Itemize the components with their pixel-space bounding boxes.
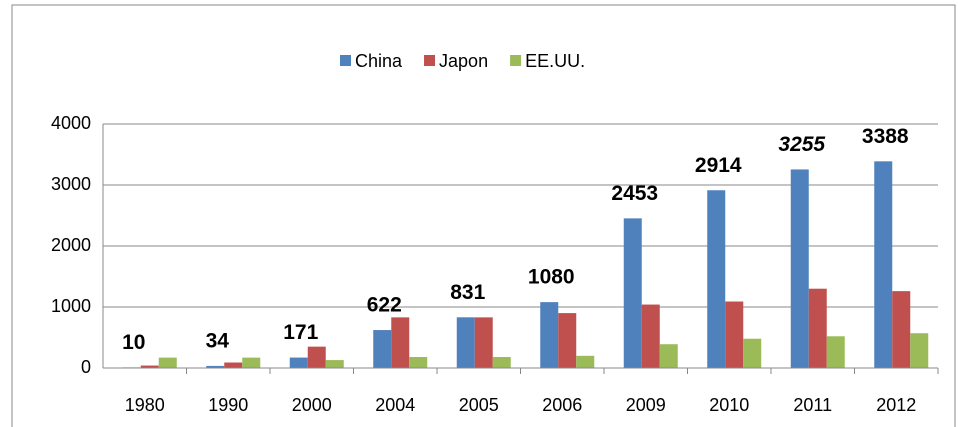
bar [826,336,845,368]
bar [892,291,911,368]
legend-label: China [355,51,403,71]
data-label: 10 [122,331,145,354]
data-label: 622 [367,294,402,317]
bar [725,301,744,368]
bar [790,169,809,368]
bar [307,346,326,368]
data-label: 2914 [695,154,742,177]
y-tick-label: 2000 [51,235,91,255]
x-tick-label: 2004 [375,395,415,415]
data-label: 171 [283,321,318,344]
bar [743,338,762,368]
y-tick-label: 1000 [51,296,91,316]
x-tick-label: 2012 [876,395,916,415]
bar [391,317,410,368]
bar [641,304,660,368]
x-tick-label: 2005 [459,395,499,415]
chart-border [11,4,956,427]
x-tick-label: 1980 [125,395,165,415]
bar [158,357,177,368]
bar [206,365,225,368]
bar [289,357,308,368]
x-tick-label: 2010 [709,395,749,415]
data-label: 831 [450,281,485,304]
legend-label: Japon [439,51,488,71]
x-tick-label: 2000 [292,395,332,415]
bar [224,362,243,368]
bar [910,333,929,368]
y-tick-label: 4000 [51,113,91,133]
bar [874,161,893,368]
x-tick-label: 1990 [208,395,248,415]
bar [707,190,726,368]
data-label: 3388 [862,125,909,148]
x-tick-label: 2011 [793,395,832,415]
bar [492,357,511,368]
data-label: 3255 [778,133,825,156]
legend-swatch [510,55,522,66]
bar [456,317,475,368]
y-tick-label: 3000 [51,174,91,194]
bar [808,288,827,368]
bar [558,313,577,368]
bar [373,330,392,368]
legend-swatch [424,55,436,66]
data-label: 2453 [611,182,658,205]
legend-swatch [340,55,351,66]
bar [140,365,159,368]
bar [474,317,493,368]
bar [576,355,595,368]
legend-label: EE.UU. [525,51,585,71]
data-label: 34 [206,329,230,352]
bar [623,218,642,368]
bar [325,360,344,368]
x-tick-label: 2009 [626,395,666,415]
y-tick-label: 0 [81,357,91,377]
data-label: 1080 [528,266,575,289]
bar [242,357,261,368]
bar [540,302,559,368]
x-tick-label: 2006 [542,395,582,415]
bar [409,357,428,368]
bar [659,344,678,368]
